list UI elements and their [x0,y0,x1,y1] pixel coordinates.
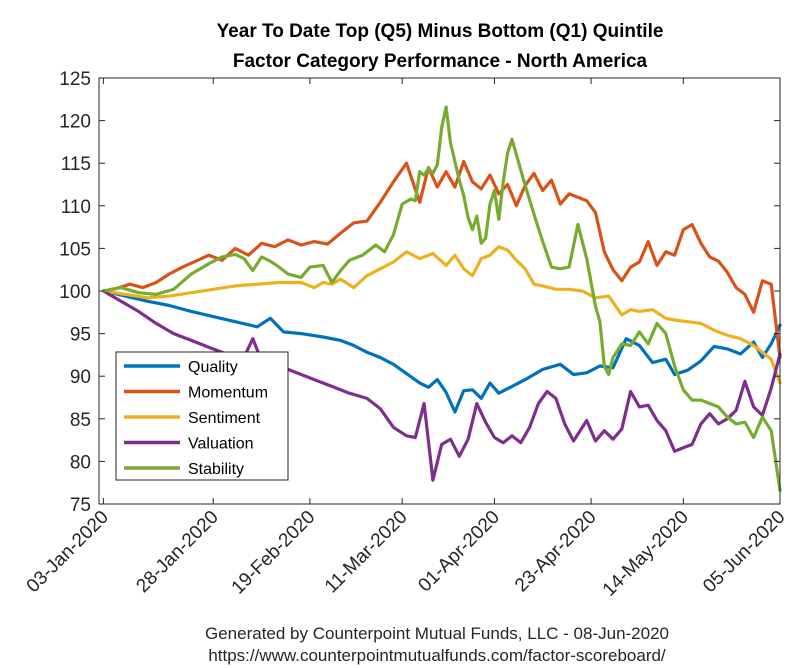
chart-title-line-1: Year To Date Top (Q5) Minus Bottom (Q1) … [217,21,664,42]
y-axis: 75 80 85 90 95 100 105 110 115 120 125 [59,69,780,516]
y-tick-label: 105 [59,239,91,260]
x-tick-label: 01-Apr-2020 [414,507,504,597]
legend-label-quality: Quality [188,359,238,376]
x-tick-label: 14-May-2020 [599,507,693,601]
series-line-stability [101,105,782,492]
y-tick-label: 100 [59,282,91,303]
legend-label-momentum: Momentum [188,385,268,402]
x-tick-label: 23-Apr-2020 [511,507,601,597]
x-tick-label: 05-Jun-2020 [699,507,789,597]
y-tick-label: 80 [70,452,91,473]
x-tick-label: 03-Jan-2020 [23,507,113,597]
legend-label-sentiment: Sentiment [188,410,261,427]
y-tick-label: 75 [70,495,91,516]
y-tick-label: 95 [70,325,91,346]
legend-label-valuation: Valuation [188,436,254,453]
chart-title-line-2: Factor Category Performance - North Amer… [233,51,648,72]
x-tick-label: 11-Mar-2020 [321,507,412,598]
series-line-momentum [101,159,782,360]
legend-label-stability: Stability [188,461,244,478]
legend-entries: Quality Momentum Sentiment Valuation Stabili… [124,359,268,478]
y-tick-label: 125 [59,69,91,90]
y-tick-label: 120 [59,112,91,133]
y-tick-label: 110 [61,197,91,218]
footer-url: https://www.counterpointmutualfunds.com/… [208,646,666,665]
series-line-sentiment [101,245,782,385]
legend: Quality Momentum Sentiment Valuation Stabili… [115,351,289,481]
x-tick-label: 28-Jan-2020 [132,507,222,597]
footer-generated: Generated by Counterpoint Mutual Funds, … [205,624,669,643]
x-tick-label: 19-Feb-2020 [228,507,320,599]
series-line-quality [101,289,782,414]
y-tick-label: 85 [70,410,91,431]
y-tick-label: 90 [70,367,91,388]
y-tick-label: 115 [61,154,91,175]
